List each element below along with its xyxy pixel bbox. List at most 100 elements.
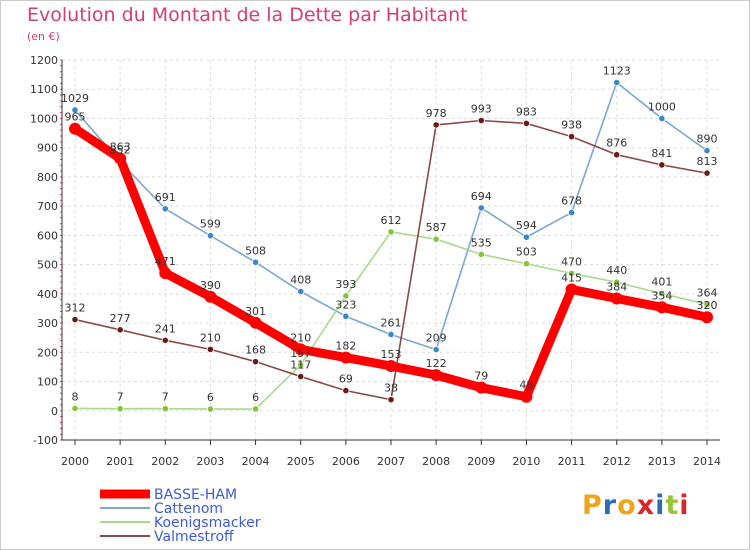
logo-letter: i <box>655 490 666 521</box>
data-label: 69 <box>339 373 353 386</box>
x-tick-label: 2012 <box>603 455 631 468</box>
data-point <box>71 315 79 324</box>
data-point <box>703 147 711 155</box>
chart-subtitle: (en €) <box>27 30 60 43</box>
data-point <box>703 169 711 177</box>
data-point <box>206 405 215 413</box>
data-label: 210 <box>200 331 221 344</box>
data-label: 354 <box>651 289 672 302</box>
data-label: 364 <box>697 286 718 299</box>
data-point <box>703 300 711 308</box>
data-point <box>342 292 350 300</box>
logo-letter: o <box>617 490 637 521</box>
data-label: 301 <box>245 305 266 318</box>
data-point <box>251 258 260 266</box>
data-point <box>522 233 531 241</box>
data-point <box>114 152 127 165</box>
legend-label: Koenigsmacker <box>154 515 261 531</box>
data-point <box>342 386 350 395</box>
data-label: 157 <box>290 347 311 360</box>
logo-letter: r <box>602 490 618 521</box>
data-label: 122 <box>426 357 447 370</box>
data-label: 594 <box>516 219 537 232</box>
y-tick-label: 200 <box>37 346 58 359</box>
data-point <box>116 405 124 413</box>
data-label: 48 <box>519 379 533 392</box>
data-label: 1029 <box>61 92 89 105</box>
data-point <box>565 283 578 296</box>
data-label: 6 <box>252 391 259 404</box>
data-point <box>477 116 485 125</box>
logo-letter: t <box>665 490 680 521</box>
data-label: 117 <box>290 359 311 372</box>
data-label: 978 <box>426 107 447 120</box>
data-point <box>161 405 169 413</box>
data-point <box>658 289 666 298</box>
data-label: 535 <box>471 236 492 249</box>
data-point <box>159 267 172 280</box>
x-tick-label: 2011 <box>558 455 586 468</box>
data-label: 210 <box>290 331 311 344</box>
data-point <box>567 132 576 141</box>
x-tick-label: 2010 <box>512 455 540 468</box>
data-point <box>387 396 395 404</box>
data-point <box>116 326 124 334</box>
y-tick-label: 1200 <box>30 54 58 67</box>
proxiti-logo: Proxiti <box>582 490 690 521</box>
data-point <box>520 390 533 403</box>
x-tick-label: 2014 <box>693 455 721 468</box>
logo-letter: P <box>582 490 603 521</box>
data-label: 471 <box>155 255 176 268</box>
data-point <box>477 250 485 258</box>
data-point <box>206 232 215 240</box>
x-tick-label: 2001 <box>106 455 134 468</box>
data-point <box>385 360 397 373</box>
data-label: 182 <box>335 340 356 353</box>
data-label: 415 <box>561 271 582 284</box>
data-label: 938 <box>561 119 582 132</box>
data-point <box>432 121 440 129</box>
data-label: 153 <box>381 348 402 361</box>
data-label: 241 <box>155 322 176 335</box>
data-label: 209 <box>426 332 447 345</box>
x-tick-label: 2005 <box>287 455 315 468</box>
data-label: 390 <box>200 279 221 292</box>
chart-title: Evolution du Montant de la Dette par Hab… <box>27 4 468 26</box>
data-point <box>294 343 307 356</box>
data-label: 508 <box>245 244 266 257</box>
data-label: 7 <box>162 391 169 404</box>
x-tick-label: 2000 <box>61 455 89 468</box>
data-point <box>522 260 531 268</box>
y-tick-label: 300 <box>37 317 58 330</box>
x-tick-label: 2009 <box>467 455 495 468</box>
data-label: 168 <box>245 344 266 357</box>
data-label: 393 <box>335 278 356 291</box>
x-tick-label: 2006 <box>332 455 360 468</box>
logo-letter: x <box>636 490 656 521</box>
logo-letter: i <box>679 490 690 521</box>
data-label: 8 <box>72 390 79 403</box>
data-label: 503 <box>516 246 537 259</box>
data-point <box>613 151 621 159</box>
data-point <box>567 208 576 217</box>
data-label: 813 <box>697 155 718 168</box>
x-tick-label: 2008 <box>422 455 450 468</box>
x-tick-label: 2002 <box>151 455 179 468</box>
y-tick-label: 800 <box>37 171 58 184</box>
data-point <box>567 269 576 277</box>
y-tick-label: 900 <box>37 142 58 155</box>
data-label: 312 <box>65 302 86 315</box>
x-tick-label: 2004 <box>242 455 270 468</box>
data-point <box>161 336 169 344</box>
y-tick-label: 0 <box>51 405 58 418</box>
data-label: 261 <box>381 316 402 329</box>
data-label: 691 <box>155 191 176 204</box>
data-label: 277 <box>110 312 131 325</box>
data-point <box>387 330 395 339</box>
data-point <box>610 292 623 305</box>
data-point <box>251 358 260 366</box>
data-point <box>613 78 621 87</box>
legend-label: Valmestroff <box>154 529 234 545</box>
y-tick-label: 700 <box>37 200 58 213</box>
